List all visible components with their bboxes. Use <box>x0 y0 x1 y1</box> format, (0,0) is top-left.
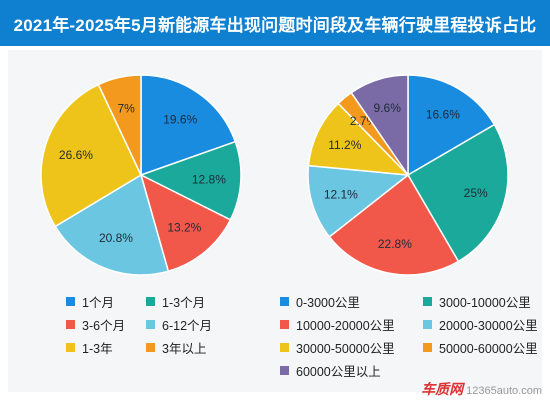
pie-1-slice-6 <box>97 74 142 176</box>
pie-2-data-label-4: 12.1% <box>324 188 358 202</box>
legend-swatch <box>146 320 155 329</box>
legend-2-item-1: 0-3000公里 <box>280 292 360 311</box>
pie-charts: 19.6% 12.8% 13.2% 20.8% 26.6% 7% 16.6% 25% 22.8%… <box>40 74 509 276</box>
legend-1-item-4: 6-12个月 <box>146 315 212 334</box>
chart-title: 2021年-2025年5月新能源车出现问题时间段及车辆行驶里程投诉占比 <box>13 15 537 35</box>
legend-label: 30000-50000公里 <box>296 342 395 356</box>
legend-label: 50000-60000公里 <box>439 342 538 356</box>
pie-1-data-label-3: 13.2% <box>167 220 201 234</box>
legend-2-item-2: 3000-10000公里 <box>423 292 531 311</box>
legend-swatch <box>423 297 432 306</box>
legend-swatch <box>280 320 289 329</box>
legend-swatch <box>280 343 289 352</box>
watermark-site: 12365auto.com <box>466 385 542 397</box>
pie-1-data-label-2: 12.8% <box>192 172 226 186</box>
legend-label: 1-3个月 <box>162 296 206 310</box>
watermark-logo: 车质网 <box>421 381 464 397</box>
legend-label: 1个月 <box>82 296 114 310</box>
legend-label: 1-3年 <box>82 342 113 356</box>
legend-label: 0-3000公里 <box>296 296 360 310</box>
pie-2-data-label-5: 11.2% <box>328 138 361 152</box>
legend-swatch <box>146 297 155 306</box>
legend-2-item-7: 60000公里以上 <box>280 361 381 380</box>
pie-2-data-label-2: 25% <box>464 186 488 200</box>
legend-label: 3000-10000公里 <box>439 296 531 310</box>
pie-1-slice-5 <box>40 83 142 228</box>
pie-1-data-label-4: 20.8% <box>99 231 133 245</box>
legend-swatch <box>280 366 289 375</box>
pie-1-slice-2 <box>139 140 242 221</box>
pie-2-slice-2 <box>406 123 509 263</box>
pie-2-data-label-1: 16.6% <box>426 107 460 121</box>
legend-label: 10000-20000公里 <box>296 319 395 333</box>
pie-2-slice-4 <box>307 164 410 238</box>
legend-swatch <box>280 297 289 306</box>
legend-1-item-5: 1-3年 <box>66 338 113 357</box>
pie-1: 19.6% 12.8% 13.2% 20.8% 26.6% 7% <box>40 74 242 276</box>
legend-1-item-2: 1-3个月 <box>146 292 205 311</box>
pie-1-data-label-1: 19.6% <box>163 112 197 126</box>
pie-2-slice-5 <box>307 102 410 176</box>
legend-swatch <box>423 343 432 352</box>
legend-swatch <box>66 297 75 306</box>
legend-swatch <box>146 343 155 352</box>
pie-2: 16.6%25%22.8%12.1%11.2%2.7%9.6% <box>307 74 509 276</box>
legend-2-item-5: 30000-50000公里 <box>280 338 395 357</box>
legend-label: 20000-30000公里 <box>439 319 538 333</box>
legend-swatch <box>66 320 75 329</box>
pie-1-slice-4 <box>54 173 170 276</box>
legend-label: 3-6个月 <box>82 319 126 333</box>
watermark: 车质网 12365auto.com <box>421 379 542 399</box>
legend-label: 60000公里以上 <box>296 365 381 379</box>
legend-2-item-3: 10000-20000公里 <box>280 315 395 334</box>
pie-1-data-label-6: 7% <box>117 102 135 116</box>
title-bar: 2021年-2025年5月新能源车出现问题时间段及车辆行驶里程投诉占比 <box>0 0 550 46</box>
legend-1-item-1: 1个月 <box>66 292 114 311</box>
legend-label: 3年以上 <box>162 342 207 356</box>
pie-2-slice-3 <box>328 173 460 276</box>
pie-2-data-label-7: 9.6% <box>374 101 402 115</box>
legend-1-item-3: 3-6个月 <box>66 315 125 334</box>
legend-1-item-6: 3年以上 <box>146 338 206 357</box>
legend-swatch <box>66 343 75 352</box>
pie-2-slice-1 <box>407 74 496 177</box>
pie-1-data-label-5: 26.6% <box>59 148 93 162</box>
legend-swatch <box>423 320 432 329</box>
pie-1-slice-3 <box>139 173 232 273</box>
legend-label: 6-12个月 <box>162 319 213 333</box>
legend-2-item-6: 50000-60000公里 <box>423 338 538 357</box>
pie-2-data-label-3: 22.8% <box>378 237 412 251</box>
legend-2-item-4: 20000-30000公里 <box>423 315 538 334</box>
pie-2-slice-7 <box>350 74 409 178</box>
